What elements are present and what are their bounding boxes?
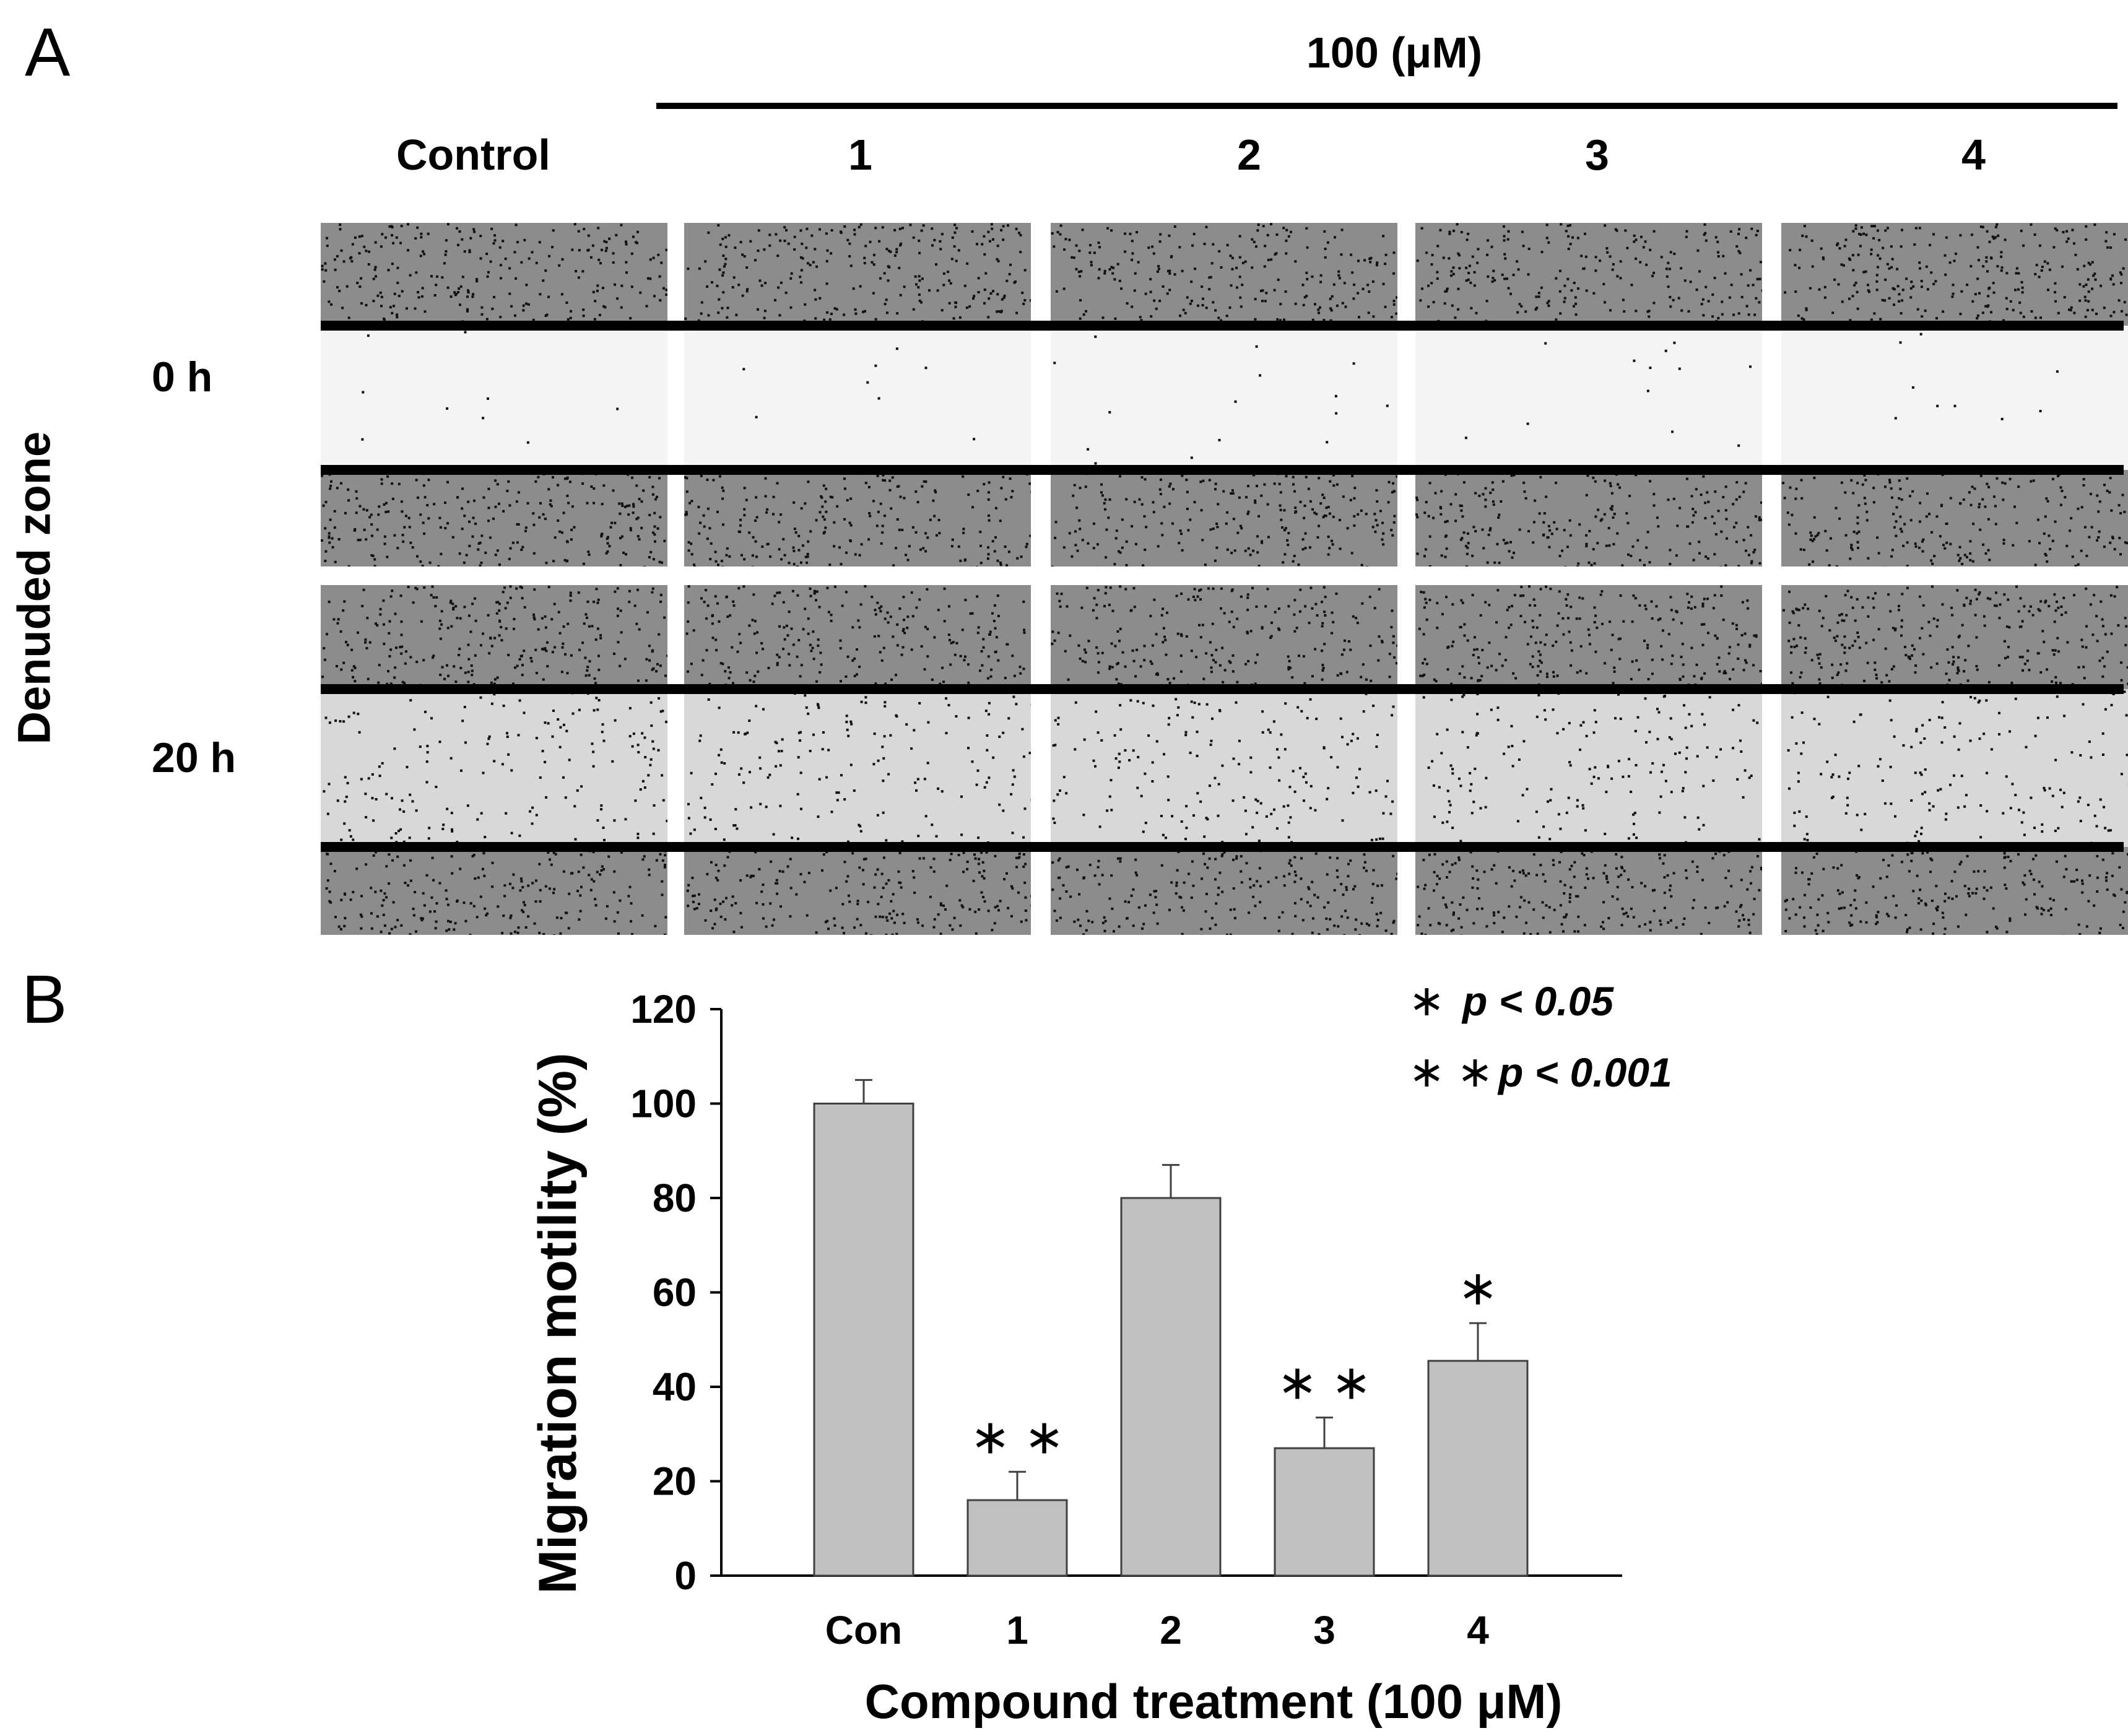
micrograph-0h-2 [1051, 223, 1397, 566]
migration-bar-chart: 0 20 40 60 80 100 120 Con ∗ ∗ 1 2 ∗ ∗ 3 ∗ 4 Compound tr… [528, 976, 1672, 1729]
denuded-zone-label: Denuded zone [8, 431, 60, 745]
significance-marker-4: ∗ [1457, 1261, 1498, 1315]
micrograph-20h-1 [684, 585, 1031, 935]
legend-text-p05: p < 0.05 [1461, 978, 1614, 1024]
x-tick-label: 2 [1160, 1608, 1182, 1652]
bar-3 [1274, 1447, 1375, 1577]
column-label-4: 4 [1961, 131, 1986, 179]
y-tick-label: 40 [653, 1365, 697, 1409]
legend-symbol-p05: ∗ [1409, 976, 1445, 1025]
y-tick-label: 20 [653, 1459, 697, 1504]
concentration-bracket-line [656, 103, 2117, 109]
y-tick-label: 80 [653, 1176, 697, 1220]
bar-2 [1120, 1197, 1222, 1577]
bar-1 [966, 1499, 1068, 1577]
row-label-0h: 0 h [152, 354, 213, 401]
y-tick-label: 100 [630, 1082, 697, 1126]
x-tick-label: Con [825, 1608, 902, 1652]
micrograph-20h-2 [1051, 585, 1397, 935]
micrograph-20h-control [321, 585, 667, 935]
micrograph-0h-3 [1415, 223, 1762, 566]
micrograph-0h-1 [684, 223, 1031, 566]
legend-text-p001: p < 0.001 [1497, 1049, 1672, 1095]
micrograph-0h-4 [1781, 223, 2128, 566]
panel-a-letter: A [25, 14, 71, 90]
panel-b-letter: B [22, 961, 67, 1038]
column-label-2: 2 [1237, 131, 1261, 179]
zone-boundary-bottom-0h [321, 465, 2124, 475]
zone-boundary-top-0h [321, 321, 2124, 331]
y-tick-label: 60 [653, 1270, 697, 1315]
column-label-1: 1 [848, 131, 872, 179]
micrograph-20h-3 [1415, 585, 1762, 935]
x-tick-label: 4 [1467, 1608, 1489, 1652]
y-axis-title: Migration motility (%) [528, 1052, 588, 1594]
x-tick-label: 3 [1313, 1608, 1335, 1652]
x-axis-title: Compound treatment (100 μM) [865, 1674, 1563, 1729]
zone-boundary-top-20h [321, 684, 2124, 694]
y-tick-label: 120 [630, 987, 697, 1031]
column-label-control: Control [396, 131, 550, 179]
concentration-label: 100 (μM) [1306, 28, 1482, 77]
micrograph-0h-control [321, 223, 667, 566]
x-tick-label: 1 [1006, 1608, 1028, 1652]
micrograph-20h-4 [1781, 585, 2128, 935]
column-label-3: 3 [1585, 131, 1609, 179]
y-tick-label: 0 [674, 1553, 697, 1598]
significance-marker-1: ∗ ∗ [970, 1409, 1064, 1464]
significance-marker-3: ∗ ∗ [1277, 1355, 1371, 1410]
legend-symbol-p001: ∗ ∗ [1409, 1048, 1493, 1096]
zone-boundary-bottom-20h [321, 842, 2124, 852]
bar-4 [1427, 1360, 1529, 1577]
row-label-20h: 20 h [152, 734, 237, 781]
bar-con [813, 1103, 914, 1577]
